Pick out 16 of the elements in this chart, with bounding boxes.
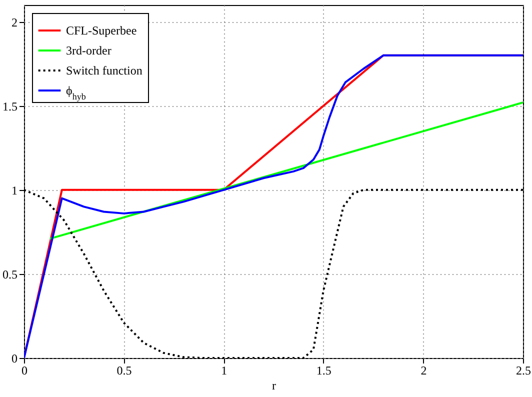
- x-tick-label: 2.5: [516, 364, 531, 378]
- legend-label: 3rd-order: [66, 44, 112, 58]
- x-tick-label: 1: [221, 364, 228, 378]
- legend-label: CFL-Superbee: [66, 24, 137, 38]
- x-tick-label: 0.5: [116, 364, 132, 378]
- y-tick-label: 0.5: [2, 267, 18, 282]
- y-tick-label: 1.5: [2, 99, 18, 114]
- y-tick-label: 1: [12, 183, 18, 198]
- y-tick-label: 2: [12, 15, 18, 30]
- x-tick-label: 0: [22, 364, 28, 378]
- x-tick-label: 1.5: [316, 364, 332, 378]
- x-tick-label: 2: [420, 364, 427, 378]
- x-axis-title: r: [272, 378, 276, 392]
- legend-label: Switch function: [66, 64, 142, 78]
- y-tick-label: 0: [12, 352, 18, 366]
- legend-label: ϕ$_{hyb}$: [66, 84, 86, 102]
